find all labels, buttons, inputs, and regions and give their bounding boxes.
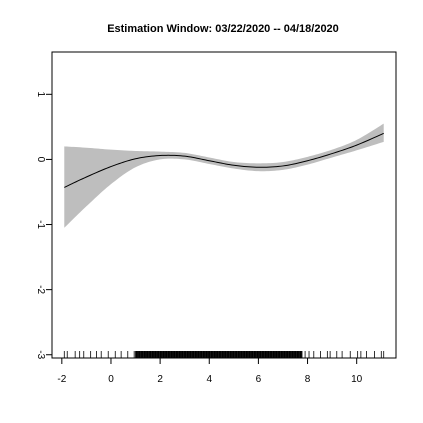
line-layer <box>64 132 384 188</box>
y-tick-label: -2 <box>35 285 46 294</box>
x-tick-label: 6 <box>256 374 262 385</box>
confidence-band-layer <box>64 123 384 228</box>
fitted-line <box>64 132 384 188</box>
y-tick-label: 0 <box>35 157 46 163</box>
x-tick-label: 2 <box>157 374 163 385</box>
x-tick-label: 4 <box>206 374 212 385</box>
x-tick-label: 8 <box>305 374 311 385</box>
confidence-band <box>64 123 384 228</box>
x-axis: -2 0 2 4 6 8 10 <box>57 358 363 385</box>
y-tick-label: -3 <box>35 350 46 359</box>
y-axis: -3 -2 -1 0 1 <box>35 92 52 360</box>
y-tick-label: 1 <box>35 92 46 98</box>
x-tick-label: -2 <box>57 374 66 385</box>
x-tick-label: 10 <box>351 374 363 385</box>
x-tick-label: 0 <box>108 374 114 385</box>
plot-frame <box>51 51 397 359</box>
chart-title: Estimation Window: 03/22/2020 -- 04/18/2… <box>107 23 339 35</box>
y-tick-label: -1 <box>35 220 46 229</box>
rug-layer <box>63 351 385 358</box>
